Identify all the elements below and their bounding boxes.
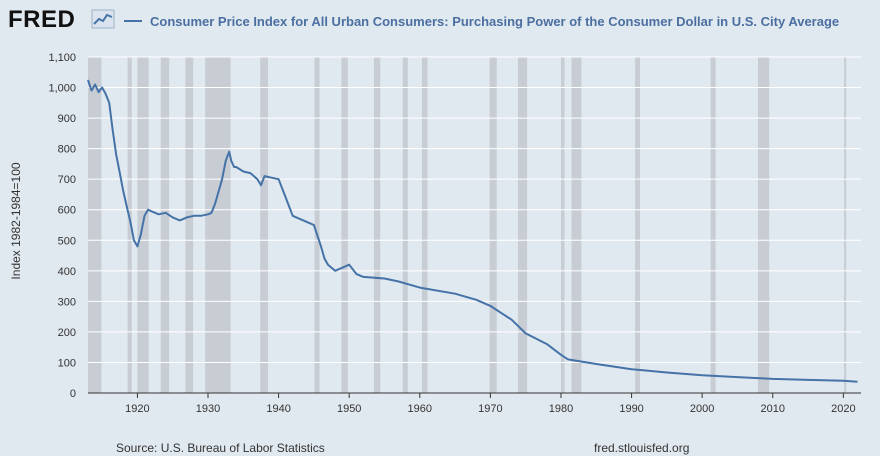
y-tick-label: 900 [58,113,76,125]
y-tick-label: 400 [58,266,76,278]
y-tick-label: 0 [70,388,76,400]
x-tick-label: 1950 [337,403,361,415]
x-tick-label: 1970 [478,403,502,415]
x-tick-label: 2010 [761,403,785,415]
y-tick-label: 1,000 [48,83,76,95]
recession-band-6 [260,57,269,393]
x-tick-label: 1920 [125,403,149,415]
legend: Consumer Price Index for All Urban Consu… [124,12,839,30]
x-tick-label: 1960 [408,403,432,415]
y-tick-label: 1,100 [48,52,76,64]
fred-logo[interactable]: FRED [8,6,76,33]
line-chart-icon [91,9,115,29]
recession-band-18 [757,57,770,393]
recession-band-5 [205,57,231,393]
recession-band-0 [88,57,102,393]
legend-swatch [124,20,142,22]
x-tick-label: 1940 [266,403,290,415]
recession-band-8 [341,57,348,393]
y-tick-label: 600 [58,205,76,217]
y-tick-label: 300 [58,296,76,308]
series [87,79,858,383]
x-tick-label: 1980 [549,403,573,415]
y-tick-label: 500 [58,235,76,247]
recession-shading [88,57,847,393]
x-axis-ticks: 1920 1930 1940 1950 1960 1970 1980 1990 2000 2010… [125,393,856,415]
recession-band-16 [635,57,641,393]
chart-header: FRED Consumer Price Index for All Urban … [0,0,880,42]
y-tick-label: 100 [58,357,76,369]
source-note: Source: U.S. Bureau of Labor Statistics [116,441,325,455]
recession-band-15 [571,57,582,393]
series-line-0[interactable] [87,79,858,383]
recession-band-9 [373,57,381,393]
y-axis-title: Index 1982-1984=100 [9,162,23,280]
recession-band-7 [314,57,320,393]
recession-band-11 [421,57,428,393]
recession-band-10 [402,57,408,393]
x-tick-label: 2020 [831,403,855,415]
y-axis-ticks: 0 100 200 300 400 500 600 700 800 900 1,000 1,100 [48,52,76,400]
recession-band-1 [127,57,132,393]
recession-band-17 [710,57,716,393]
fred-url[interactable]: fred.stlouisfed.org [594,441,690,455]
legend-label: Consumer Price Index for All Urban Consu… [150,13,840,29]
recession-band-19 [844,57,847,393]
recession-band-13 [517,57,528,393]
recession-band-3 [160,57,170,393]
x-tick-label: 1930 [196,403,220,415]
recession-band-14 [560,57,565,393]
y-tick-label: 700 [58,174,76,186]
y-tick-label: 200 [58,327,76,339]
y-tick-label: 800 [58,144,76,156]
x-tick-label: 2000 [690,403,714,415]
recession-band-12 [489,57,497,393]
gridlines [88,56,861,394]
recession-band-4 [185,57,194,393]
x-tick-label: 1990 [619,403,643,415]
